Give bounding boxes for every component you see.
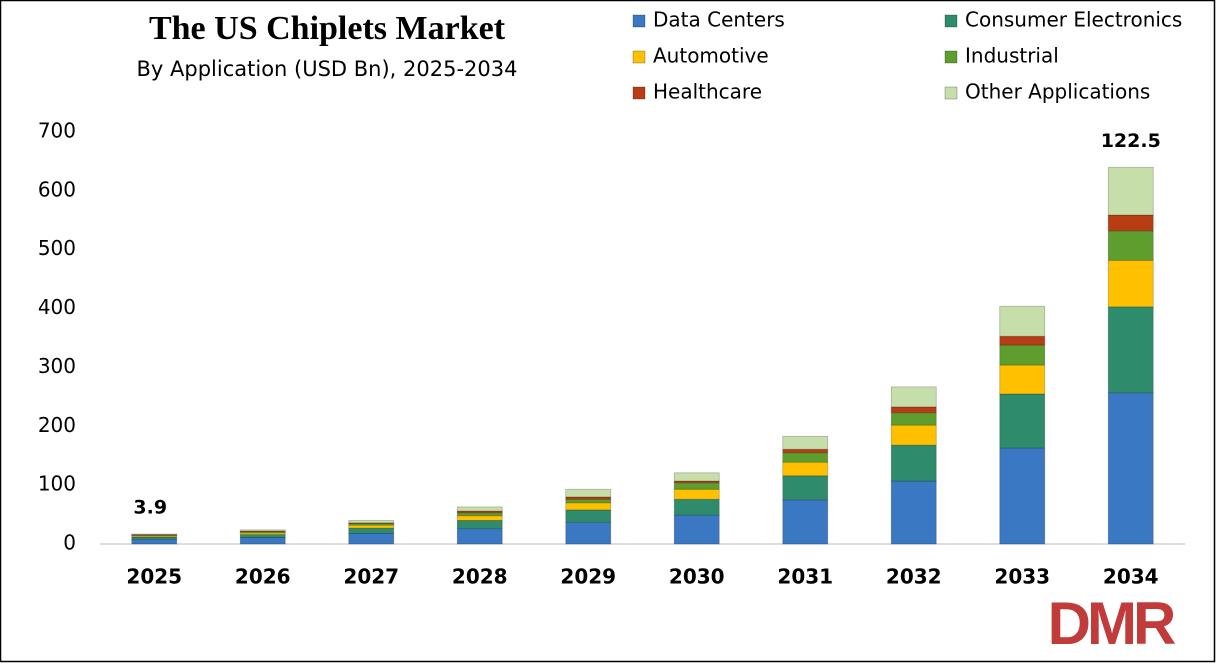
x-tick-label: 2025 — [126, 565, 182, 589]
bar-segment — [131, 534, 178, 536]
bar-segment — [456, 520, 503, 530]
legend-swatch — [632, 86, 646, 100]
legend-swatch — [632, 14, 646, 28]
bar-segment — [239, 534, 286, 538]
y-tick-label: 700 — [38, 119, 76, 143]
bar-segment — [890, 480, 937, 545]
bar-segment — [890, 444, 937, 482]
bar-segment — [131, 538, 178, 545]
bar-segment — [999, 364, 1046, 395]
legend-label: Automotive — [653, 44, 769, 68]
bar-segment — [782, 475, 829, 501]
y-tick-label: 100 — [38, 472, 76, 496]
bar-segment — [782, 452, 829, 463]
legend-label: Industrial — [965, 44, 1059, 68]
bar-segment — [999, 447, 1046, 545]
y-tick-label: 600 — [38, 177, 76, 201]
legend-swatch — [944, 86, 958, 100]
bar-segment — [1107, 166, 1154, 216]
annotation: 3.9 — [133, 496, 167, 518]
bar-segment — [348, 520, 395, 524]
annotation: 122.5 — [1101, 130, 1161, 152]
legend-label: Consumer Electronics — [965, 8, 1182, 32]
bar-segment — [456, 528, 503, 545]
bar-segment — [348, 523, 395, 526]
bar-segment — [456, 515, 503, 521]
bar-segment — [782, 435, 829, 450]
x-tick-label: 2028 — [452, 565, 508, 589]
legend-swatch — [632, 50, 646, 64]
bar-segment — [890, 386, 937, 408]
bar-segment — [348, 527, 395, 534]
bar-segment — [239, 537, 286, 545]
bar-segment — [565, 521, 612, 545]
bar-segment — [1107, 230, 1154, 261]
bar-segment — [782, 461, 829, 477]
bar-segment — [673, 498, 720, 516]
y-tick-label: 500 — [38, 236, 76, 260]
y-tick-label: 300 — [38, 354, 76, 378]
bar-segment — [782, 499, 829, 545]
bar-segment — [565, 498, 612, 504]
bar-segment — [673, 472, 720, 482]
x-tick-label: 2034 — [1103, 565, 1159, 589]
bar-segment — [239, 530, 286, 533]
bar-segment — [565, 502, 612, 511]
legend-swatch — [944, 14, 958, 28]
bar-segment — [1107, 306, 1154, 394]
bar-segment — [1107, 259, 1154, 308]
bar-segment — [239, 529, 286, 532]
x-tick-label: 2026 — [235, 565, 291, 589]
x-tick-label: 2030 — [669, 565, 725, 589]
y-tick-label: 400 — [38, 295, 76, 319]
bar-segment — [673, 482, 720, 490]
x-tick-label: 2029 — [560, 565, 616, 589]
bar-segment — [1107, 392, 1154, 545]
legend-swatch — [944, 50, 958, 64]
x-tick-label: 2031 — [777, 565, 833, 589]
bar-segment — [999, 335, 1046, 346]
x-tick-label: 2027 — [343, 565, 399, 589]
bar-segment — [890, 412, 937, 426]
bar-segment — [890, 424, 937, 446]
bar-segment — [456, 506, 503, 512]
bar-segment — [999, 305, 1046, 337]
bar-segment — [1107, 214, 1154, 232]
legend-label: Data Centers — [653, 8, 785, 32]
bar-segment — [565, 509, 612, 523]
bar-segment — [348, 533, 395, 545]
bar-segment — [348, 524, 395, 529]
chart-subtitle: By Application (USD Bn), 2025-2034 — [137, 57, 518, 81]
bar-segment — [131, 533, 178, 535]
bar-segment — [782, 448, 829, 454]
legend-label: Other Applications — [965, 80, 1150, 104]
bar-segment — [999, 393, 1046, 449]
x-tick-label: 2032 — [886, 565, 942, 589]
y-tick-label: 0 — [63, 531, 76, 555]
chart-title: The US Chiplets Market — [149, 10, 506, 47]
bar-segment — [673, 488, 720, 500]
bar-segment — [890, 406, 937, 414]
legend-label: Healthcare — [653, 80, 762, 104]
bar-segment — [456, 512, 503, 517]
logo: DMR — [1048, 590, 1176, 657]
y-tick-label: 200 — [38, 413, 76, 437]
bar-segment — [999, 344, 1046, 366]
bar-segment — [565, 488, 612, 498]
bar-segment — [673, 514, 720, 545]
x-tick-label: 2033 — [994, 565, 1050, 589]
